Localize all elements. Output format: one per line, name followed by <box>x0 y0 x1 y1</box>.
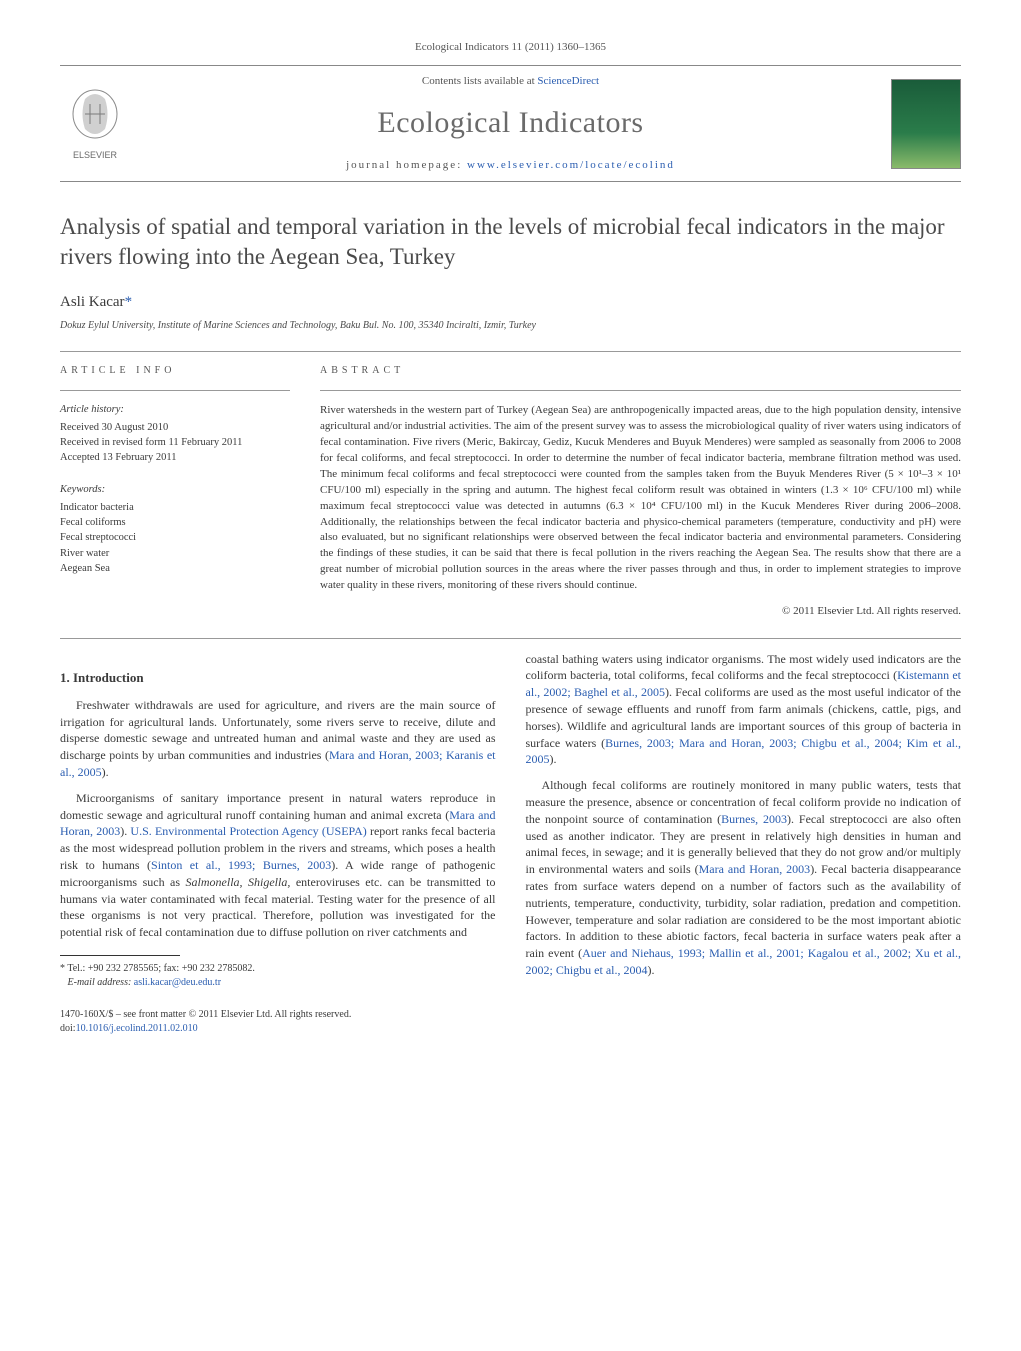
sciencedirect-link[interactable]: ScienceDirect <box>537 75 599 87</box>
banner-center: Contents lists available at ScienceDirec… <box>130 74 891 173</box>
email-label: E-mail address: <box>68 977 134 988</box>
abstract-text: River watersheds in the western part of … <box>320 403 961 594</box>
elsevier-wordmark: ELSEVIER <box>73 150 118 160</box>
history-line: Accepted 13 February 2011 <box>60 450 290 465</box>
article-info-column: article info Article history: Received 3… <box>60 364 290 620</box>
footnote-separator <box>60 955 180 956</box>
body-text: 1. Introduction Freshwater withdrawals a… <box>60 651 961 990</box>
section-heading-introduction: 1. Introduction <box>60 669 496 687</box>
keyword: Aegean Sea <box>60 561 290 576</box>
body-run: ). <box>648 963 655 977</box>
article-history-heading: Article history: <box>60 403 290 418</box>
affiliation: Dokuz Eylul University, Institute of Mar… <box>60 319 961 333</box>
abstract-column: abstract River watersheds in the western… <box>320 364 961 620</box>
body-run: ). <box>550 752 557 766</box>
keyword: Indicator bacteria <box>60 500 290 515</box>
corr-contact: Tel.: +90 232 2785565; fax: +90 232 2785… <box>67 963 255 974</box>
corr-email-link[interactable]: asli.kacar@deu.edu.tr <box>134 977 221 988</box>
journal-homepage-line: journal homepage: www.elsevier.com/locat… <box>130 158 891 173</box>
info-rule <box>60 390 290 391</box>
section-rule-top <box>60 351 961 352</box>
body-run: ). <box>120 824 130 838</box>
body-paragraph: Although fecal coliforms are routinely m… <box>526 777 962 979</box>
abstract-rule <box>320 390 961 391</box>
citation-link[interactable]: Auer and Niehaus, 1993; Mallin et al., 2… <box>526 946 962 977</box>
info-abstract-row: article info Article history: Received 3… <box>60 364 961 620</box>
citation-link[interactable]: Burnes, 2003 <box>721 812 787 826</box>
journal-name: Ecological Indicators <box>130 102 891 144</box>
body-paragraph: Microorganisms of sanitary importance pr… <box>60 790 496 941</box>
keyword: River water <box>60 546 290 561</box>
journal-homepage-link[interactable]: www.elsevier.com/locate/ecolind <box>467 159 675 171</box>
contents-line: Contents lists available at ScienceDirec… <box>130 74 891 89</box>
journal-cover-thumbnail <box>891 79 961 169</box>
issn-copyright-line: 1470-160X/$ – see front matter © 2011 El… <box>60 1008 961 1022</box>
taxon-name: Salmonella, Shigella, <box>186 875 291 889</box>
contents-prefix: Contents lists available at <box>422 75 537 87</box>
abstract-label: abstract <box>320 364 961 378</box>
corr-marker: * <box>60 963 65 974</box>
elsevier-logo: ELSEVIER <box>60 84 130 164</box>
doi-link[interactable]: 10.1016/j.ecolind.2011.02.010 <box>76 1023 198 1034</box>
homepage-prefix: journal homepage: <box>346 159 467 171</box>
citation-link[interactable]: U.S. Environmental Protection Agency (US… <box>130 824 366 838</box>
keyword: Fecal streptococci <box>60 530 290 545</box>
keywords-heading: Keywords: <box>60 483 290 498</box>
body-run: Microorganisms of sanitary importance pr… <box>60 791 496 822</box>
body-run: ). <box>102 765 109 779</box>
journal-banner: ELSEVIER Contents lists available at Sci… <box>60 65 961 182</box>
running-header: Ecological Indicators 11 (2011) 1360–136… <box>60 40 961 55</box>
abstract-copyright: © 2011 Elsevier Ltd. All rights reserved… <box>320 604 961 619</box>
corresponding-author-marker[interactable]: * <box>125 294 133 310</box>
history-line: Received 30 August 2010 <box>60 420 290 435</box>
body-paragraph: coastal bathing waters using indicator o… <box>526 651 962 769</box>
author-line: Asli Kacar* <box>60 292 961 313</box>
section-rule-bottom <box>60 638 961 639</box>
article-footer: 1470-160X/$ – see front matter © 2011 El… <box>60 1008 961 1036</box>
article-info-label: article info <box>60 364 290 378</box>
citation-link[interactable]: Mara and Horan, 2003 <box>699 862 811 876</box>
citation-link[interactable]: Sinton et al., 1993; Burnes, 2003 <box>151 858 331 872</box>
keyword: Fecal coliforms <box>60 515 290 530</box>
doi-label: doi: <box>60 1023 76 1034</box>
article-title: Analysis of spatial and temporal variati… <box>60 212 961 272</box>
author-name: Asli Kacar <box>60 294 125 310</box>
body-run: coastal bathing waters using indicator o… <box>526 652 962 683</box>
body-paragraph: Freshwater withdrawals are used for agri… <box>60 697 496 781</box>
corresponding-author-block: * Tel.: +90 232 2785565; fax: +90 232 27… <box>60 962 496 990</box>
history-line: Received in revised form 11 February 201… <box>60 435 290 450</box>
